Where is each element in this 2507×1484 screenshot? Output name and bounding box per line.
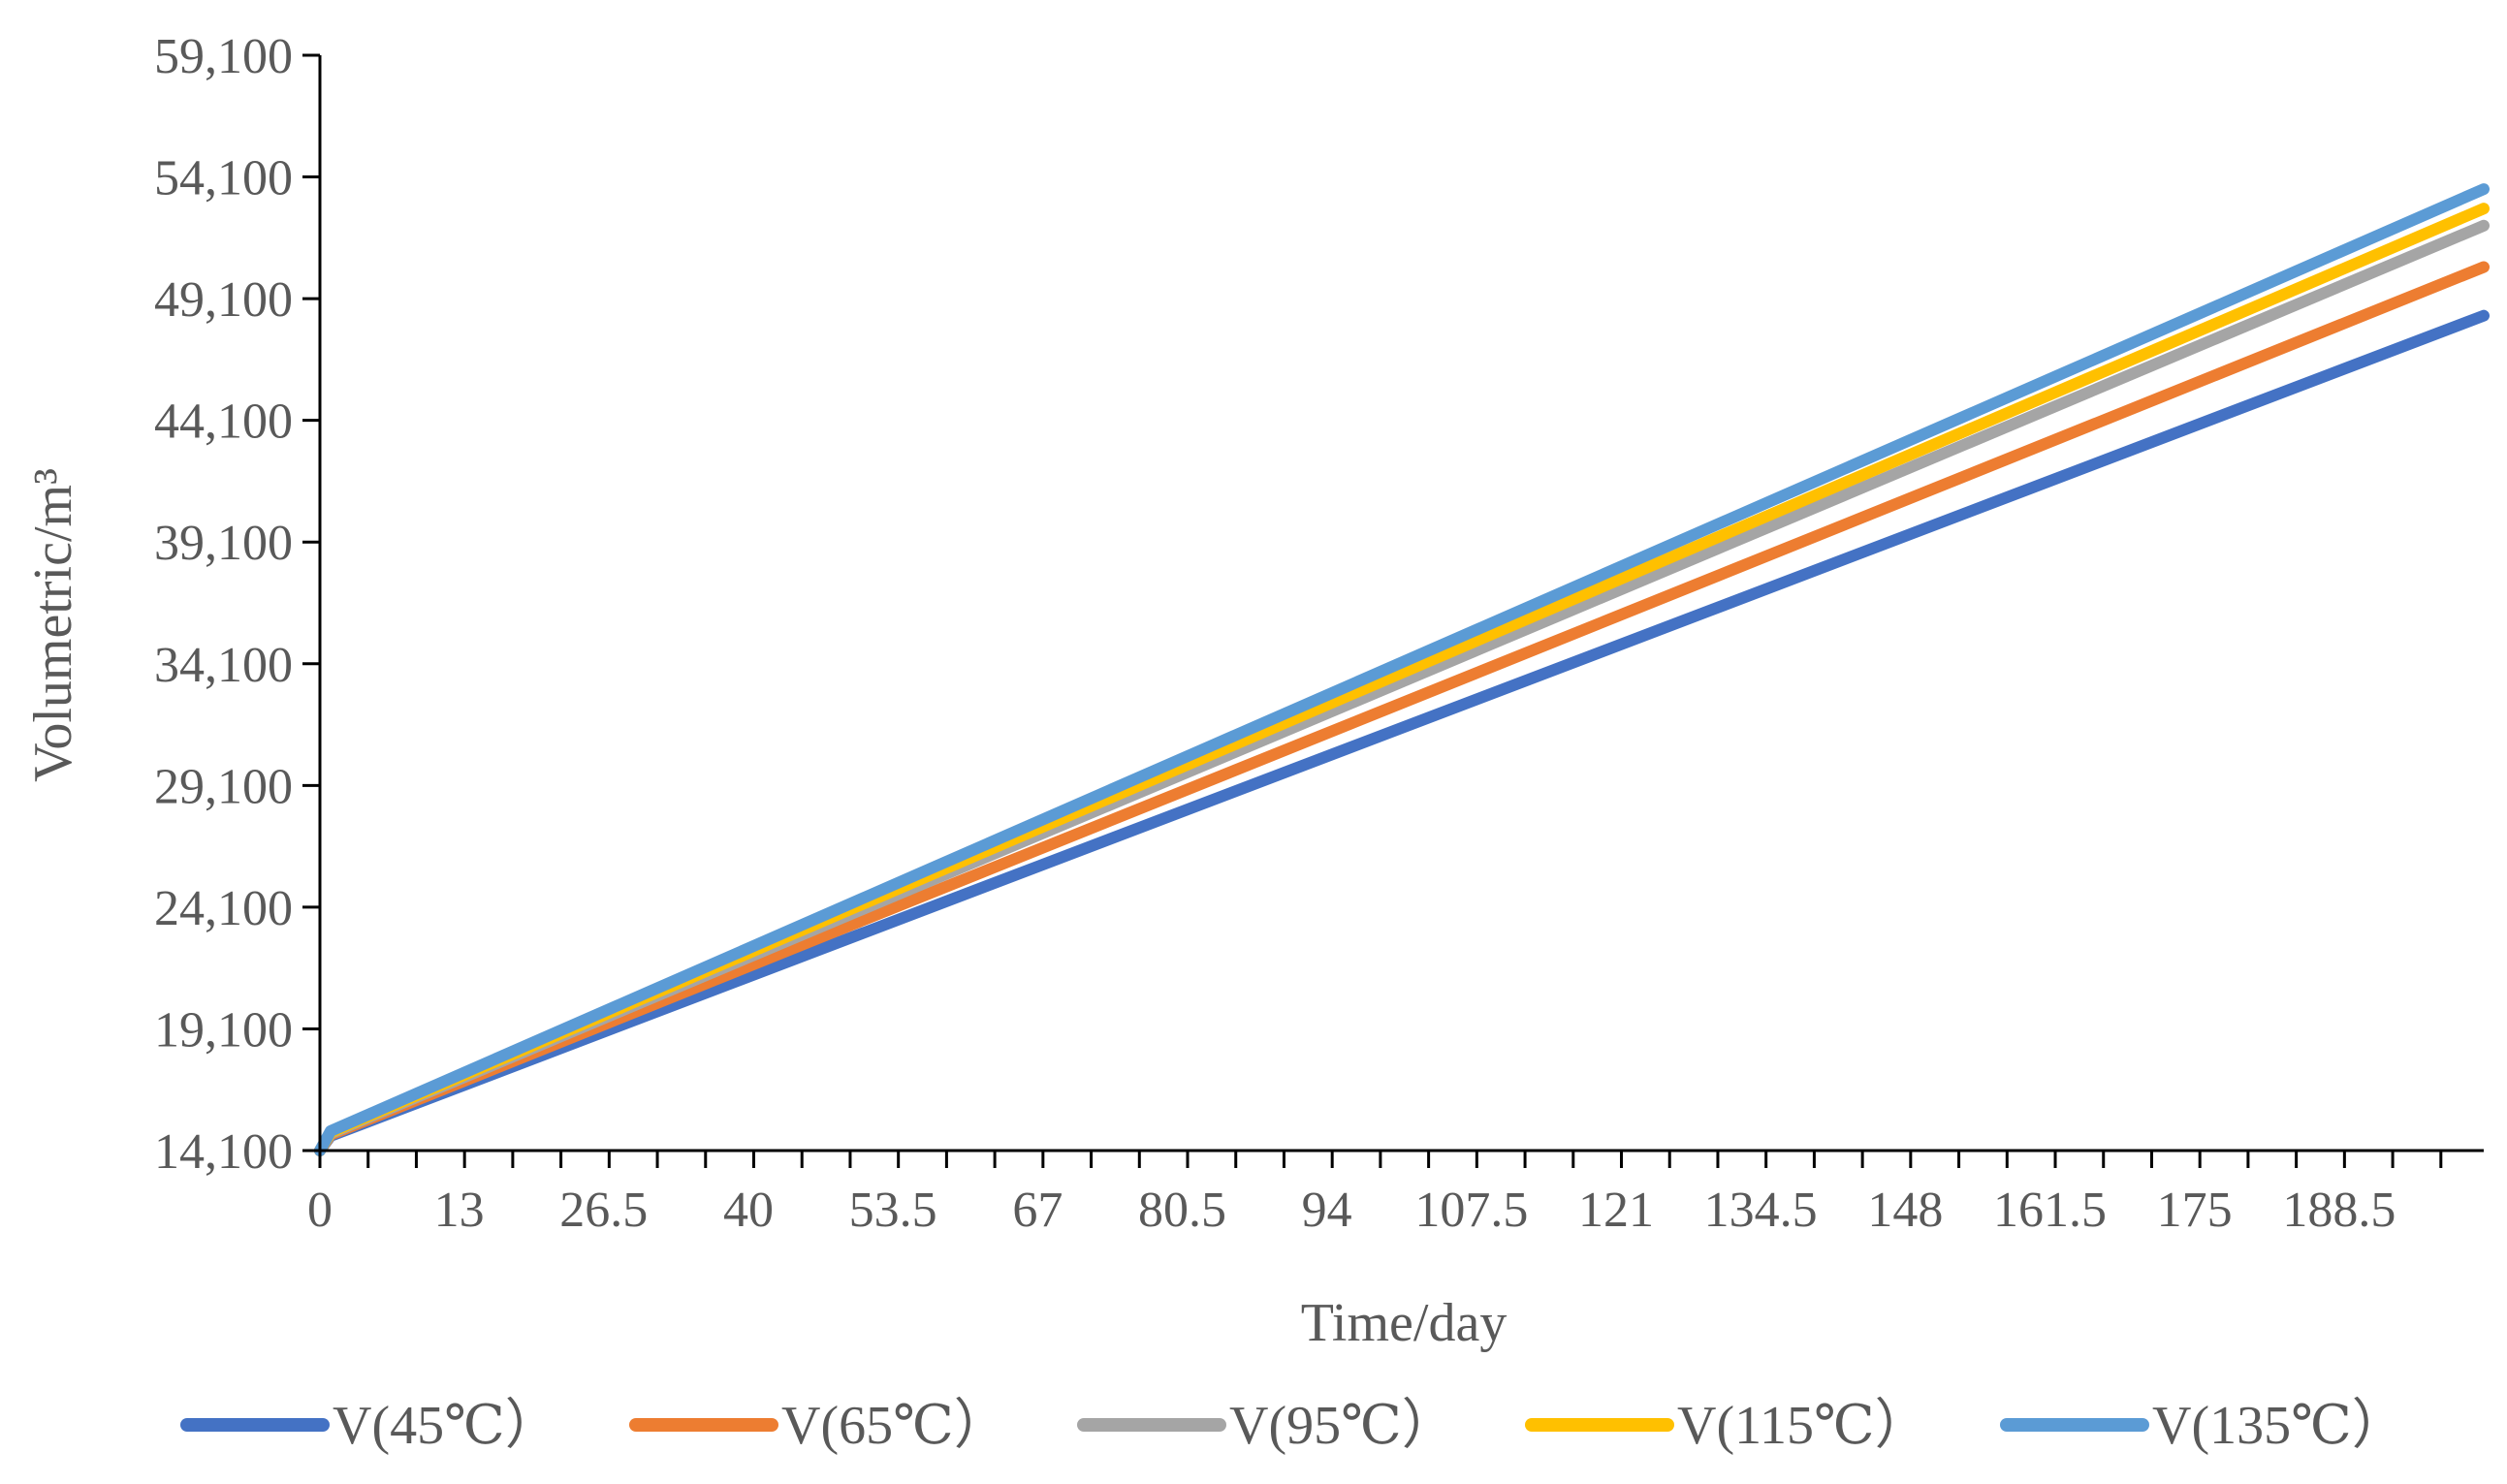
y-tick-label: 44,100 [154, 395, 293, 450]
x-tick-label: 161.5 [1993, 1183, 2107, 1238]
axes-layer [302, 53, 2484, 1168]
x-tick-label: 134.5 [1704, 1183, 1818, 1238]
legend-label-2: V(65℃） [781, 1396, 1008, 1456]
series-line-1 [314, 309, 2490, 1156]
y-axis-title: Volumetric/m³ [23, 468, 83, 782]
x-tick-label: 121 [1578, 1183, 1654, 1238]
y-tick-label: 29,100 [154, 759, 293, 814]
x-tick-label: 40 [723, 1183, 774, 1238]
x-tick-label: 26.5 [559, 1183, 648, 1238]
labels-layer: 14,100 19,100 24,100 29,100 34,100 39,100 44,1… [154, 29, 2396, 1238]
x-tick-label: 13 [434, 1183, 485, 1238]
x-tick-label: 188.5 [2282, 1183, 2396, 1238]
legend-label-3: V(95℃） [1229, 1396, 1456, 1456]
series-line-5 [314, 183, 2490, 1156]
y-tick-label: 34,100 [154, 638, 293, 693]
x-tick-label: 148 [1867, 1183, 1943, 1238]
series-layer [314, 183, 2490, 1156]
y-tick-label: 54,100 [154, 151, 293, 206]
x-tick-label: 0 [307, 1183, 333, 1238]
x-tick-label: 67 [1012, 1183, 1063, 1238]
x-tick-label: 80.5 [1138, 1183, 1226, 1238]
y-tick-label: 24,100 [154, 881, 293, 936]
x-tick-label: 53.5 [849, 1183, 937, 1238]
x-tick-label: 107.5 [1414, 1183, 1528, 1238]
legend-label-4: V(115℃） [1677, 1396, 1929, 1456]
y-tick-label: 19,100 [154, 1002, 293, 1058]
legend: V(45℃） V(65℃） V(95℃） V(115℃） V(135℃） [180, 1396, 2406, 1456]
legend-label-5: V(135℃） [2152, 1396, 2406, 1456]
y-tick-label: 59,100 [154, 29, 293, 84]
y-tick-label: 39,100 [154, 516, 293, 571]
x-axis-title: Time/day [1301, 1293, 1507, 1353]
y-tick-label: 49,100 [154, 272, 293, 328]
x-tick-label: 94 [1302, 1183, 1352, 1238]
x-tick-label: 175 [2157, 1183, 2233, 1238]
legend-label-1: V(45℃） [333, 1396, 559, 1456]
y-tick-label: 14,100 [154, 1124, 293, 1180]
